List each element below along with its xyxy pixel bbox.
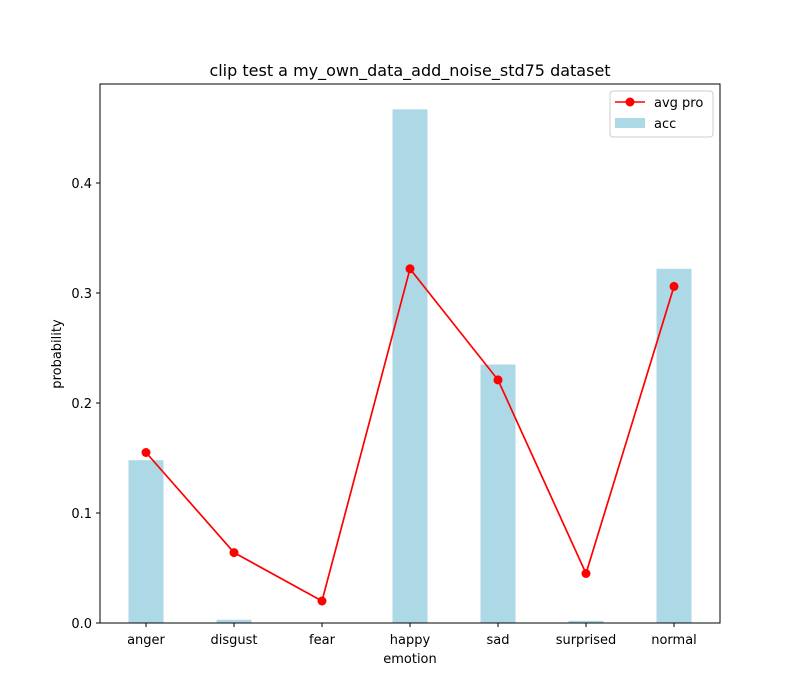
- bar-surprised: [568, 620, 604, 623]
- y-tick-label-0.2: 0.2: [71, 397, 92, 412]
- avg-pro-point-fear: [317, 596, 327, 606]
- legend-label-avg-pro: avg pro: [654, 96, 703, 111]
- avg-pro-point-normal: [669, 281, 679, 291]
- axes-frame: [99, 83, 721, 624]
- legend: avg pro acc: [609, 90, 714, 138]
- bar-disgust: [216, 619, 252, 623]
- x-axis-label: emotion: [383, 652, 437, 667]
- y-axis-label: probability: [50, 319, 65, 389]
- y-tick-label-0.1: 0.1: [71, 507, 92, 522]
- legend-marker-swatch: [625, 97, 635, 107]
- bar-sad: [480, 364, 516, 623]
- y-tick-label-0.3: 0.3: [71, 287, 92, 302]
- avg-pro-point-surprised: [581, 569, 591, 578]
- plot-area: anger disgust fear happy sad surprised normal 0…: [71, 109, 697, 648]
- avg-pro-point-disgust: [229, 548, 239, 558]
- legend-label-acc: acc: [654, 117, 676, 132]
- bar-normal: [656, 268, 692, 623]
- bar-happy: [392, 109, 428, 624]
- avg-pro-point-sad: [493, 375, 503, 385]
- y-tick-label-0.0: 0.0: [71, 617, 92, 632]
- x-tick-label-disgust: disgust: [211, 633, 258, 648]
- x-tick-label-normal: normal: [651, 633, 697, 648]
- x-tick-label-anger: anger: [127, 633, 165, 648]
- avg-pro-point-happy: [405, 264, 415, 274]
- chart-title: clip test a my_own_data_add_noise_std75 …: [209, 61, 610, 81]
- x-tick-label-happy: happy: [390, 633, 431, 648]
- x-tick-label-surprised: surprised: [556, 633, 617, 648]
- bar-anger: [128, 460, 164, 623]
- avg-pro-point-anger: [141, 448, 151, 457]
- y-tick-label-0.4: 0.4: [71, 177, 92, 192]
- x-tick-label-sad: sad: [487, 633, 510, 648]
- x-tick-label-fear: fear: [309, 633, 336, 648]
- legend-bar-swatch: [615, 118, 645, 128]
